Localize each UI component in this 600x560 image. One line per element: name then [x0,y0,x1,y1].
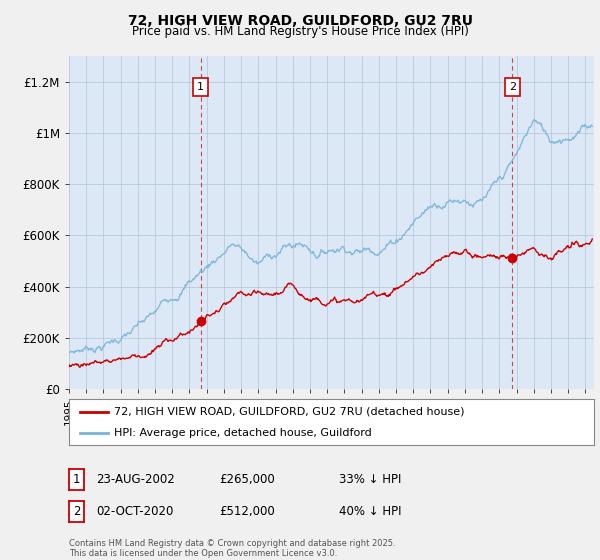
Text: 02-OCT-2020: 02-OCT-2020 [96,505,173,518]
Text: 40% ↓ HPI: 40% ↓ HPI [339,505,401,518]
Text: 1: 1 [197,82,204,92]
Text: Price paid vs. HM Land Registry's House Price Index (HPI): Price paid vs. HM Land Registry's House … [131,25,469,38]
Text: £265,000: £265,000 [219,473,275,486]
Text: 72, HIGH VIEW ROAD, GUILDFORD, GU2 7RU (detached house): 72, HIGH VIEW ROAD, GUILDFORD, GU2 7RU (… [113,407,464,417]
Text: Contains HM Land Registry data © Crown copyright and database right 2025.
This d: Contains HM Land Registry data © Crown c… [69,539,395,558]
Text: 2: 2 [73,505,80,518]
Text: 33% ↓ HPI: 33% ↓ HPI [339,473,401,486]
Text: 2: 2 [509,82,516,92]
Text: 72, HIGH VIEW ROAD, GUILDFORD, GU2 7RU: 72, HIGH VIEW ROAD, GUILDFORD, GU2 7RU [128,14,473,28]
Text: 23-AUG-2002: 23-AUG-2002 [96,473,175,486]
Text: 1: 1 [73,473,80,486]
Text: HPI: Average price, detached house, Guildford: HPI: Average price, detached house, Guil… [113,428,371,438]
Text: £512,000: £512,000 [219,505,275,518]
